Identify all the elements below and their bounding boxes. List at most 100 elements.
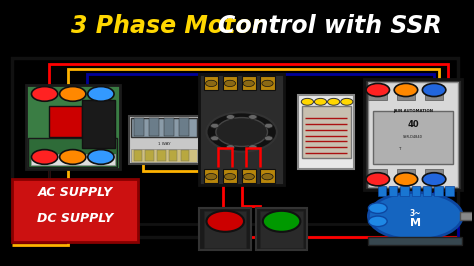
Text: M: M <box>410 218 421 228</box>
FancyBboxPatch shape <box>12 179 138 242</box>
Circle shape <box>224 80 236 86</box>
Circle shape <box>422 173 446 186</box>
FancyBboxPatch shape <box>423 186 431 196</box>
FancyBboxPatch shape <box>179 118 189 136</box>
Circle shape <box>206 173 217 180</box>
Text: 3 Phase Motor: 3 Phase Motor <box>71 14 272 38</box>
FancyBboxPatch shape <box>169 150 177 161</box>
FancyBboxPatch shape <box>82 101 115 148</box>
Circle shape <box>264 136 273 141</box>
FancyBboxPatch shape <box>368 82 457 187</box>
Circle shape <box>88 149 114 164</box>
Circle shape <box>60 149 86 164</box>
FancyBboxPatch shape <box>131 149 197 162</box>
FancyBboxPatch shape <box>302 106 351 158</box>
Circle shape <box>88 86 114 101</box>
Circle shape <box>206 80 217 86</box>
Circle shape <box>368 203 387 213</box>
FancyBboxPatch shape <box>200 208 251 250</box>
Circle shape <box>394 173 418 186</box>
FancyBboxPatch shape <box>425 169 444 182</box>
Text: 40: 40 <box>407 120 419 129</box>
FancyBboxPatch shape <box>131 118 197 137</box>
Circle shape <box>216 118 267 147</box>
FancyBboxPatch shape <box>397 169 415 182</box>
Circle shape <box>224 173 236 180</box>
Text: SSR-D4840: SSR-D4840 <box>403 135 423 139</box>
Text: Control with SSR: Control with SSR <box>218 14 442 38</box>
FancyBboxPatch shape <box>204 211 246 248</box>
FancyBboxPatch shape <box>134 118 144 136</box>
Circle shape <box>328 98 340 105</box>
Circle shape <box>262 80 273 86</box>
FancyBboxPatch shape <box>134 150 142 161</box>
Circle shape <box>314 98 327 105</box>
Circle shape <box>394 84 418 97</box>
FancyBboxPatch shape <box>260 76 274 90</box>
Text: Schneider: Schneider <box>61 157 85 162</box>
FancyBboxPatch shape <box>401 186 409 196</box>
FancyBboxPatch shape <box>200 74 284 185</box>
FancyBboxPatch shape <box>460 212 474 220</box>
Circle shape <box>264 123 273 128</box>
FancyBboxPatch shape <box>164 118 174 136</box>
FancyBboxPatch shape <box>242 169 256 183</box>
Circle shape <box>262 173 273 180</box>
FancyBboxPatch shape <box>28 138 118 168</box>
Circle shape <box>210 123 219 128</box>
Circle shape <box>263 211 301 232</box>
FancyBboxPatch shape <box>397 87 415 101</box>
Text: 3~: 3~ <box>410 209 421 218</box>
FancyBboxPatch shape <box>149 118 159 136</box>
Circle shape <box>301 98 313 105</box>
FancyBboxPatch shape <box>204 169 218 183</box>
FancyBboxPatch shape <box>260 169 274 183</box>
FancyBboxPatch shape <box>223 76 237 90</box>
Circle shape <box>422 84 446 97</box>
FancyBboxPatch shape <box>368 237 462 245</box>
FancyBboxPatch shape <box>242 76 256 90</box>
Circle shape <box>368 216 387 227</box>
FancyBboxPatch shape <box>368 169 387 182</box>
Circle shape <box>210 136 219 141</box>
Ellipse shape <box>368 192 462 240</box>
FancyBboxPatch shape <box>260 211 303 248</box>
FancyBboxPatch shape <box>373 111 453 164</box>
FancyBboxPatch shape <box>26 85 119 169</box>
FancyBboxPatch shape <box>256 208 307 250</box>
Circle shape <box>227 115 235 119</box>
Circle shape <box>248 145 257 149</box>
FancyBboxPatch shape <box>446 186 454 196</box>
FancyBboxPatch shape <box>425 87 444 101</box>
FancyBboxPatch shape <box>49 106 82 137</box>
Circle shape <box>243 80 255 86</box>
Circle shape <box>248 115 257 119</box>
Circle shape <box>31 86 58 101</box>
FancyBboxPatch shape <box>364 80 462 190</box>
FancyBboxPatch shape <box>368 87 387 101</box>
FancyBboxPatch shape <box>146 150 154 161</box>
Text: 1 WAY: 1 WAY <box>158 142 171 146</box>
Text: AC SUPPLY: AC SUPPLY <box>37 186 113 199</box>
FancyBboxPatch shape <box>378 186 386 196</box>
Circle shape <box>366 84 390 97</box>
FancyBboxPatch shape <box>223 169 237 183</box>
Circle shape <box>366 173 390 186</box>
Circle shape <box>207 112 277 152</box>
FancyBboxPatch shape <box>30 154 115 165</box>
Circle shape <box>207 211 244 232</box>
FancyBboxPatch shape <box>157 150 166 161</box>
Circle shape <box>60 86 86 101</box>
Text: T: T <box>398 147 400 151</box>
Circle shape <box>31 149 58 164</box>
Text: JAIN AUTOMATION: JAIN AUTOMATION <box>393 109 433 113</box>
FancyBboxPatch shape <box>389 186 398 196</box>
FancyBboxPatch shape <box>129 116 200 164</box>
FancyBboxPatch shape <box>181 150 189 161</box>
FancyBboxPatch shape <box>434 186 443 196</box>
FancyBboxPatch shape <box>298 95 354 169</box>
Circle shape <box>341 98 353 105</box>
FancyBboxPatch shape <box>204 76 218 90</box>
Text: DC SUPPLY: DC SUPPLY <box>37 212 113 225</box>
Circle shape <box>227 145 235 149</box>
